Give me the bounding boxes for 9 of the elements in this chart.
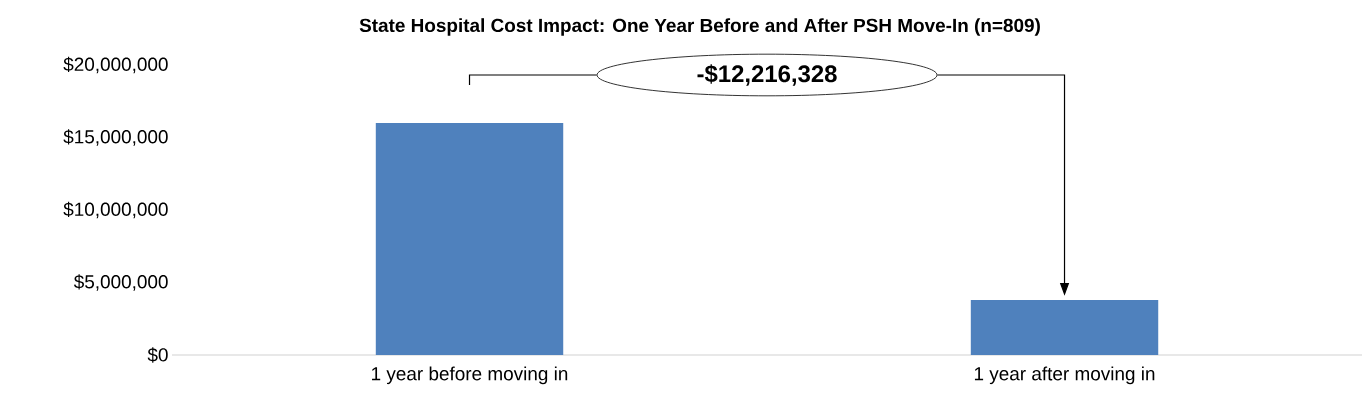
annotation: -$12,216,328 bbox=[697, 64, 837, 86]
y-tick-label: $10,000,000 bbox=[63, 201, 168, 219]
y-tick-label: $20,000,000 bbox=[63, 56, 168, 74]
y-tick-label: $5,000,000 bbox=[73, 274, 168, 291]
x-tick-label: 1 year after moving in bbox=[974, 366, 1155, 385]
y-tick-label: $15,000,000 bbox=[63, 129, 168, 146]
x-tick-label: 1 year before moving in bbox=[372, 366, 568, 385]
y-tick-label: $0 bbox=[147, 347, 168, 363]
chart-title: State Hospital Cost Impact: One Year Before and After PSH Move-In (n=809) bbox=[359, 18, 1040, 36]
